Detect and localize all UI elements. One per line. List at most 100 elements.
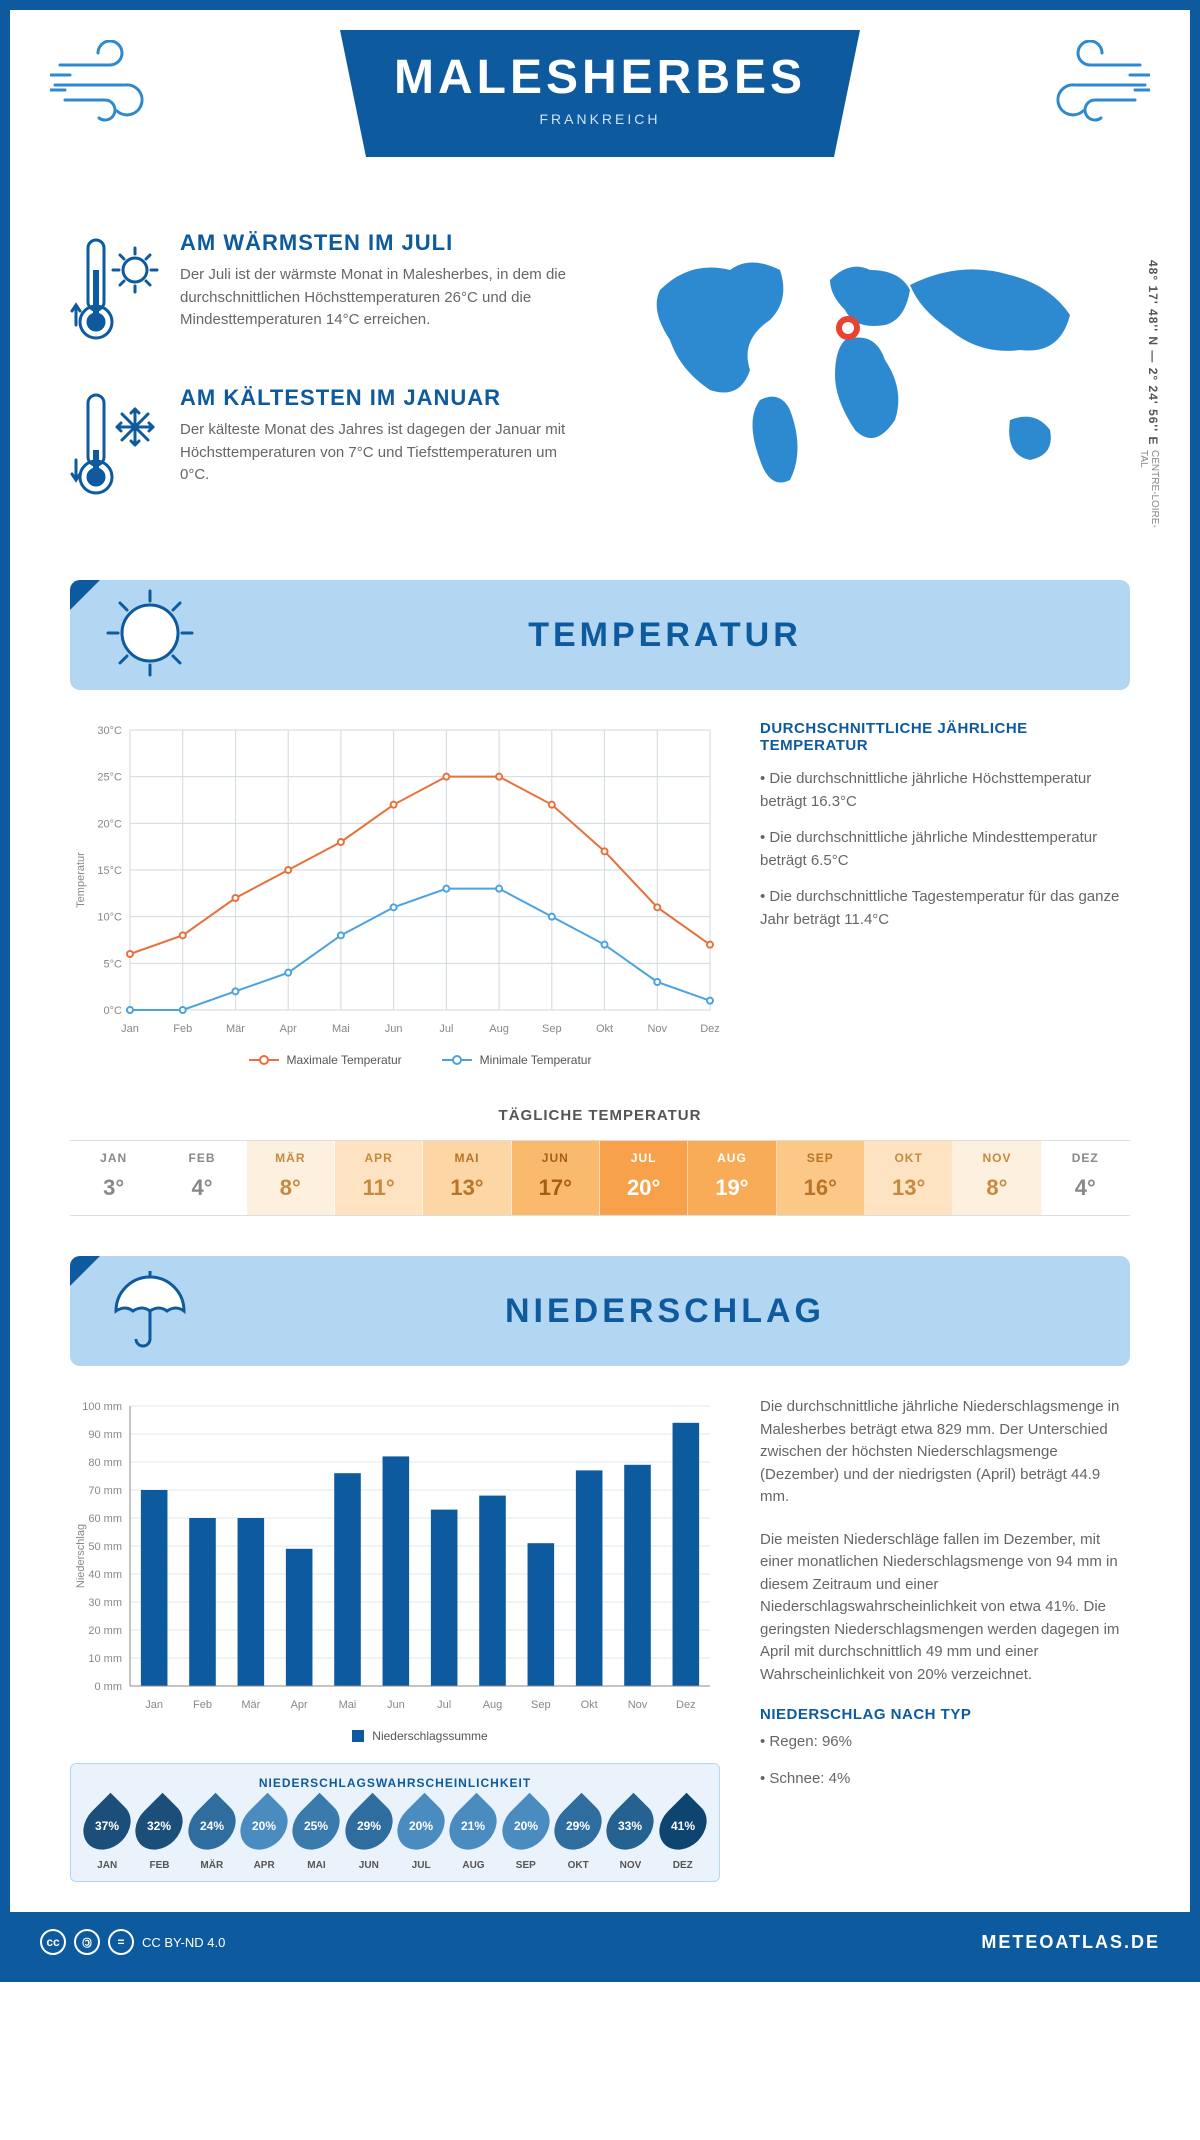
svg-text:Jul: Jul	[439, 1023, 453, 1035]
svg-text:Jan: Jan	[121, 1023, 139, 1035]
thermometer-snow-icon	[70, 385, 160, 510]
svg-text:25°C: 25°C	[97, 772, 122, 784]
sun-icon	[100, 583, 200, 688]
svg-text:Jul: Jul	[437, 1699, 451, 1711]
svg-text:90 mm: 90 mm	[88, 1429, 122, 1441]
license-text: CC BY-ND 4.0	[142, 1935, 225, 1950]
precip-snow: • Schnee: 4%	[760, 1768, 1130, 1791]
nd-icon: =	[108, 1929, 134, 1955]
svg-text:40 mm: 40 mm	[88, 1569, 122, 1581]
svg-text:Mär: Mär	[226, 1023, 245, 1035]
probability-drop: 41%DEZ	[657, 1800, 709, 1871]
temp-legend: Maximale Temperatur Minimale Temperatur	[70, 1045, 720, 1067]
svg-text:Aug: Aug	[489, 1023, 509, 1035]
probability-drop: 20%JUL	[395, 1800, 447, 1871]
precip-rain: • Regen: 96%	[760, 1731, 1130, 1754]
svg-text:Feb: Feb	[193, 1699, 212, 1711]
probability-drop: 29%JUN	[343, 1800, 395, 1871]
daily-cell: JUL20°	[600, 1141, 688, 1215]
svg-text:Dez: Dez	[700, 1023, 720, 1035]
svg-text:Feb: Feb	[173, 1023, 192, 1035]
precipitation-banner: NIEDERSCHLAG	[70, 1256, 1130, 1366]
svg-text:5°C: 5°C	[104, 958, 123, 970]
svg-text:Aug: Aug	[483, 1699, 503, 1711]
license-badge: cc 🄯 = CC BY-ND 4.0	[40, 1929, 225, 1955]
svg-text:20°C: 20°C	[97, 818, 122, 830]
country-subtitle: FRANKREICH	[370, 111, 830, 127]
probability-drop: 33%NOV	[604, 1800, 656, 1871]
intro-section: AM WÄRMSTEN IM JULI Der Juli ist der wär…	[10, 210, 1190, 580]
legend-max: Maximale Temperatur	[287, 1053, 402, 1067]
probability-drop: 20%APR	[238, 1800, 290, 1871]
umbrella-icon	[100, 1259, 200, 1364]
title-banner: MALESHERBES FRANKREICH	[340, 30, 860, 157]
daily-cell: JUN17°	[512, 1141, 600, 1215]
svg-text:30°C: 30°C	[97, 725, 122, 737]
svg-text:Sep: Sep	[531, 1699, 551, 1711]
precipitation-bar-chart: 0 mm10 mm20 mm30 mm40 mm50 mm60 mm70 mm8…	[70, 1396, 720, 1716]
daily-cell: APR11°	[335, 1141, 423, 1215]
daily-cell: DEZ4°	[1042, 1141, 1130, 1215]
wind-icon-left	[50, 40, 180, 135]
precip-legend-label: Niederschlagssumme	[372, 1729, 487, 1743]
svg-text:Dez: Dez	[676, 1699, 696, 1711]
temperature-content: 0°C5°C10°C15°C20°C25°C30°CJanFebMärAprMa…	[10, 690, 1190, 1087]
svg-text:Sep: Sep	[542, 1023, 562, 1035]
fact-warmest: AM WÄRMSTEN IM JULI Der Juli ist der wär…	[70, 230, 580, 355]
daily-cell: SEP16°	[777, 1141, 865, 1215]
temperature-line-chart: 0°C5°C10°C15°C20°C25°C30°CJanFebMärAprMa…	[70, 720, 720, 1040]
svg-text:20 mm: 20 mm	[88, 1625, 122, 1637]
svg-text:Mär: Mär	[241, 1699, 260, 1711]
svg-text:Nov: Nov	[628, 1699, 648, 1711]
daily-cell: MAI13°	[423, 1141, 511, 1215]
brand-label: METEOATLAS.DE	[981, 1932, 1160, 1953]
svg-text:Apr: Apr	[280, 1023, 297, 1035]
svg-text:Niederschlag: Niederschlag	[75, 1524, 87, 1588]
world-map: 48° 17' 48'' N — 2° 24' 56'' E CENTRE-LO…	[620, 230, 1130, 540]
svg-text:Nov: Nov	[647, 1023, 667, 1035]
probability-drop: 25%MAI	[290, 1800, 342, 1871]
legend-min: Minimale Temperatur	[480, 1053, 592, 1067]
precip-p1: Die durchschnittliche jährliche Niedersc…	[760, 1396, 1130, 1509]
svg-text:Okt: Okt	[596, 1023, 613, 1035]
probability-drop: 32%FEB	[133, 1800, 185, 1871]
svg-text:Mai: Mai	[332, 1023, 350, 1035]
daily-title: TÄGLICHE TEMPERATUR	[70, 1107, 1130, 1124]
by-icon: 🄯	[74, 1929, 100, 1955]
temp-bullet-1: • Die durchschnittliche jährliche Höchst…	[760, 768, 1130, 813]
daily-cell: AUG19°	[688, 1141, 776, 1215]
cc-icon: cc	[40, 1929, 66, 1955]
svg-text:50 mm: 50 mm	[88, 1541, 122, 1553]
probability-panel: NIEDERSCHLAGSWAHRSCHEINLICHKEIT 37%JAN32…	[70, 1763, 720, 1882]
svg-text:Temperatur: Temperatur	[75, 852, 87, 908]
prob-title: NIEDERSCHLAGSWAHRSCHEINLICHKEIT	[81, 1776, 709, 1790]
fact-cold-text: Der kälteste Monat des Jahres ist dagege…	[180, 419, 580, 487]
probability-drop: 21%AUG	[447, 1800, 499, 1871]
wind-icon-right	[1020, 40, 1150, 135]
daily-cell: JAN3°	[70, 1141, 158, 1215]
precipitation-content: 0 mm10 mm20 mm30 mm40 mm50 mm60 mm70 mm8…	[10, 1366, 1190, 1912]
svg-text:Apr: Apr	[291, 1699, 308, 1711]
svg-text:0°C: 0°C	[104, 1005, 123, 1017]
precip-type-title: NIEDERSCHLAG NACH TYP	[760, 1706, 1130, 1723]
coordinates-label: 48° 17' 48'' N — 2° 24' 56'' E	[1146, 260, 1160, 445]
fact-warm-title: AM WÄRMSTEN IM JULI	[180, 230, 580, 256]
temp-side-title: DURCHSCHNITTLICHE JÄHRLICHE TEMPERATUR	[760, 720, 1130, 754]
probability-drop: 29%OKT	[552, 1800, 604, 1871]
probability-drop: 20%SEP	[500, 1800, 552, 1871]
svg-text:100 mm: 100 mm	[82, 1401, 122, 1413]
svg-text:30 mm: 30 mm	[88, 1597, 122, 1609]
daily-temperature-table: TÄGLICHE TEMPERATUR JAN3°FEB4°MÄR8°APR11…	[10, 1087, 1190, 1256]
temp-bullet-2: • Die durchschnittliche jährliche Mindes…	[760, 827, 1130, 872]
fact-coldest: AM KÄLTESTEN IM JANUAR Der kälteste Mona…	[70, 385, 580, 510]
svg-text:15°C: 15°C	[97, 865, 122, 877]
region-label: CENTRE-LOIRE-TAL	[1138, 450, 1160, 540]
precipitation-heading: NIEDERSCHLAG	[200, 1292, 1130, 1331]
precip-p2: Die meisten Niederschläge fallen im Deze…	[760, 1529, 1130, 1687]
svg-text:Jun: Jun	[387, 1699, 405, 1711]
fact-warm-text: Der Juli ist der wärmste Monat in Malesh…	[180, 264, 580, 332]
temp-bullet-3: • Die durchschnittliche Tagestemperatur …	[760, 886, 1130, 931]
svg-text:60 mm: 60 mm	[88, 1513, 122, 1525]
daily-cell: MÄR8°	[247, 1141, 335, 1215]
temperature-banner: TEMPERATUR	[70, 580, 1130, 690]
